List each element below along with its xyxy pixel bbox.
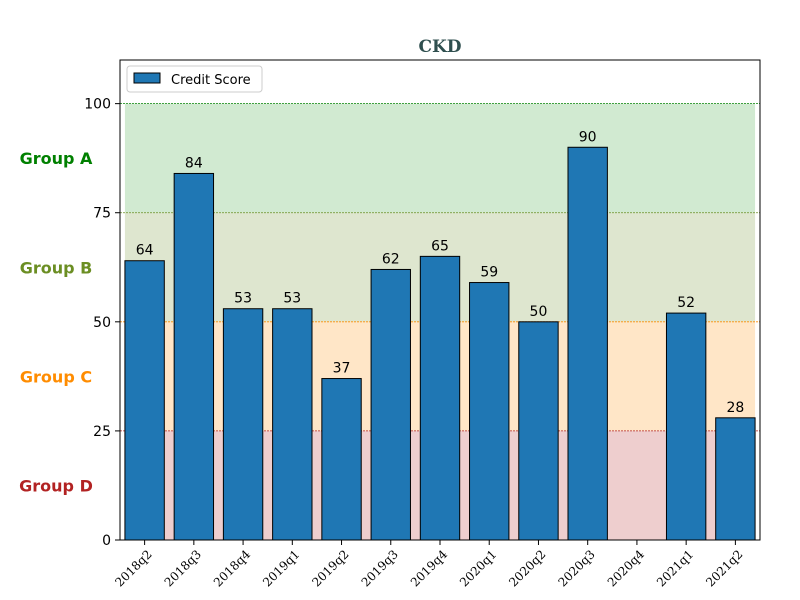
data-label-2021q2: 28	[726, 400, 744, 416]
legend-swatch	[133, 72, 161, 84]
data-label-2019q4: 65	[431, 238, 449, 254]
band-group-a	[124, 103, 756, 213]
bar-2019q2	[321, 378, 362, 541]
data-label-2021q1: 52	[677, 295, 695, 311]
data-label-2019q3: 62	[382, 251, 400, 267]
group-label-group-c: Group C	[20, 367, 92, 386]
y-tick-label: 25	[93, 424, 111, 440]
data-label-2019q2: 37	[333, 361, 351, 377]
group-label-group-d: Group D	[19, 476, 93, 495]
data-label-2020q1: 59	[480, 265, 498, 281]
data-label-2018q2: 64	[136, 243, 154, 259]
bar-2019q1	[272, 308, 313, 541]
y-tick-label: 0	[102, 533, 111, 549]
bar-2018q4	[222, 308, 264, 541]
group-label-group-b: Group B	[20, 258, 93, 277]
data-label-2018q4: 53	[234, 291, 252, 307]
bar-2019q3	[370, 268, 411, 541]
bar-2018q3	[173, 172, 215, 541]
legend-box	[126, 65, 263, 93]
y-tick-label: 75	[93, 206, 111, 222]
bar-2020q3	[567, 146, 608, 541]
bar-2020q2	[518, 321, 559, 541]
data-label-2018q3: 84	[185, 155, 203, 171]
legend-label: Credit Score	[171, 73, 251, 88]
data-labels: 64 84 53 53 37 62 65 59 50 90 52 28	[136, 129, 745, 416]
y-tick-label: 100	[84, 97, 111, 113]
bar-2021q2	[715, 417, 756, 541]
data-label-2019q1: 53	[283, 291, 301, 307]
data-label-2020q2: 50	[530, 304, 548, 320]
bar-2020q1	[469, 282, 510, 541]
bar-series	[124, 146, 756, 541]
legend: Credit Score	[126, 65, 263, 93]
group-labels: Group A Group B Group C Group D	[19, 149, 93, 495]
bar-2019q4	[419, 255, 461, 541]
chart-title: CKD	[418, 37, 461, 57]
y-axis: 0 25 50 75 100	[84, 97, 120, 549]
y-tick-label: 50	[93, 315, 111, 331]
data-label-2020q3: 90	[579, 129, 597, 145]
bar-2021q1	[665, 312, 707, 541]
group-label-group-a: Group A	[20, 149, 93, 168]
bar-2018q2	[124, 260, 165, 541]
